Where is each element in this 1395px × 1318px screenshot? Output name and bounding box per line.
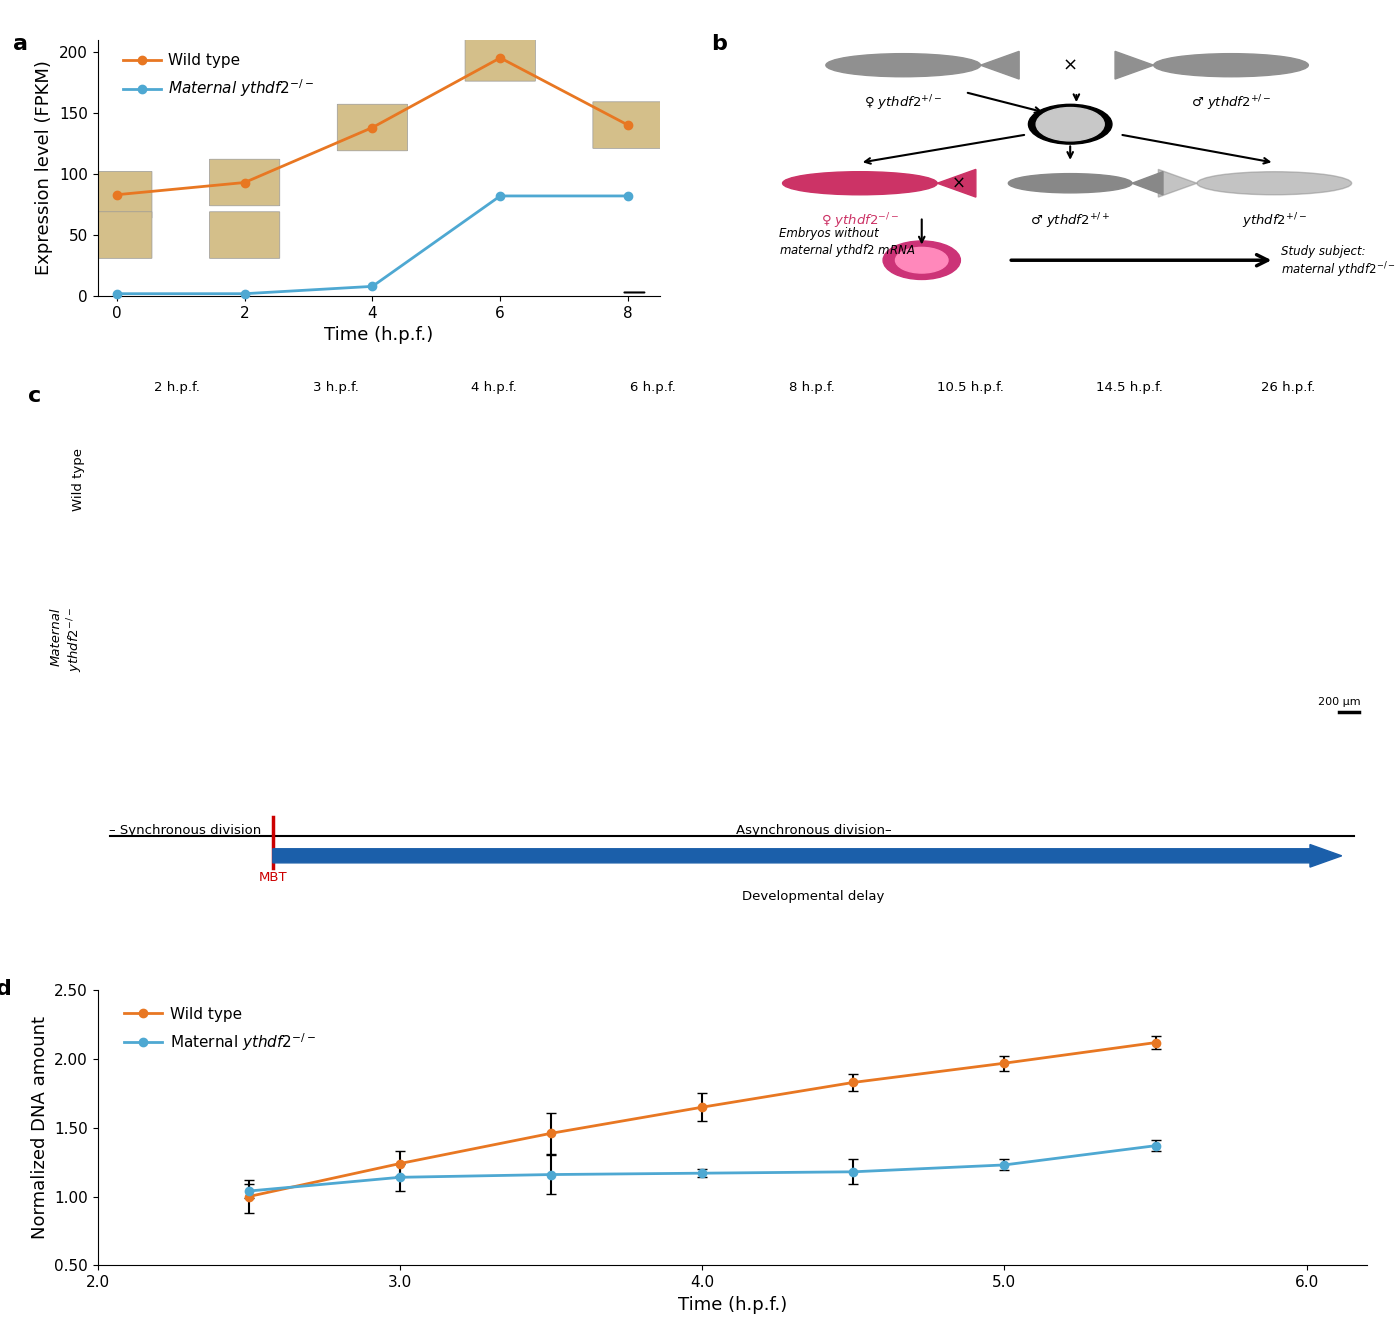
Text: ×: ×	[1063, 57, 1078, 74]
Text: Embryos without
maternal $ythdf2$ mRNA: Embryos without maternal $ythdf2$ mRNA	[780, 227, 917, 260]
Text: ♂ $ythdf2^{+/-}$: ♂ $ythdf2^{+/-}$	[1191, 94, 1271, 113]
FancyBboxPatch shape	[82, 171, 152, 217]
FancyBboxPatch shape	[209, 159, 280, 206]
Text: d: d	[0, 979, 13, 999]
X-axis label: Time (h.p.f.): Time (h.p.f.)	[324, 327, 434, 344]
Text: Study subject:
maternal $ythdf2^{-/-}$ embryos: Study subject: maternal $ythdf2^{-/-}$ e…	[1281, 245, 1395, 281]
Text: 10.5 h.p.f.: 10.5 h.p.f.	[937, 381, 1004, 394]
FancyBboxPatch shape	[209, 212, 280, 258]
Text: $ythdf2^{+/-}$: $ythdf2^{+/-}$	[1242, 211, 1307, 231]
Polygon shape	[937, 170, 976, 198]
Text: Wild type: Wild type	[73, 448, 85, 511]
FancyBboxPatch shape	[593, 101, 663, 149]
X-axis label: Time (h.p.f.): Time (h.p.f.)	[678, 1296, 787, 1314]
Ellipse shape	[783, 171, 937, 195]
Legend: Wild type, Maternal $ythdf2^{-/-}$: Wild type, Maternal $ythdf2^{-/-}$	[119, 1000, 322, 1058]
Ellipse shape	[1009, 174, 1133, 192]
Text: 26 h.p.f.: 26 h.p.f.	[1261, 381, 1315, 394]
Ellipse shape	[883, 241, 960, 279]
Ellipse shape	[1036, 108, 1105, 141]
Text: 14.5 h.p.f.: 14.5 h.p.f.	[1095, 381, 1162, 394]
FancyBboxPatch shape	[338, 104, 407, 150]
Text: 4 h.p.f.: 4 h.p.f.	[472, 381, 518, 394]
Text: ♂ $ythdf2^{+/+}$: ♂ $ythdf2^{+/+}$	[1030, 211, 1110, 231]
Text: b: b	[711, 34, 727, 54]
FancyBboxPatch shape	[465, 34, 536, 82]
Text: 200 μm: 200 μm	[1318, 697, 1360, 708]
Legend: Wild type, Maternal $ythdf2^{-/-}$: Wild type, Maternal $ythdf2^{-/-}$	[117, 47, 321, 105]
Text: a: a	[14, 34, 28, 54]
Polygon shape	[1115, 51, 1154, 79]
Text: c: c	[28, 386, 40, 406]
Y-axis label: Expression level (FPKM): Expression level (FPKM)	[35, 61, 53, 275]
Text: 2 h.p.f.: 2 h.p.f.	[153, 381, 199, 394]
Text: Maternal
$ythdf2^{-/-}$: Maternal $ythdf2^{-/-}$	[50, 608, 85, 672]
Text: – Synchronous division: – Synchronous division	[109, 824, 261, 837]
FancyArrow shape	[273, 845, 1342, 867]
Ellipse shape	[1197, 171, 1352, 195]
Text: 3 h.p.f.: 3 h.p.f.	[312, 381, 359, 394]
Ellipse shape	[826, 54, 981, 76]
Text: 6 h.p.f.: 6 h.p.f.	[631, 381, 677, 394]
Text: ♀ $ythdf2^{-/-}$: ♀ $ythdf2^{-/-}$	[820, 211, 900, 231]
FancyBboxPatch shape	[82, 212, 152, 258]
Ellipse shape	[896, 248, 949, 273]
Text: MBT: MBT	[258, 871, 287, 884]
Polygon shape	[1133, 171, 1163, 195]
Ellipse shape	[1028, 104, 1112, 144]
Text: 8 h.p.f.: 8 h.p.f.	[788, 381, 834, 394]
Polygon shape	[1158, 170, 1197, 198]
Text: Developmental delay: Developmental delay	[742, 891, 884, 903]
Text: ♀ $ythdf2^{+/-}$: ♀ $ythdf2^{+/-}$	[864, 94, 943, 113]
Y-axis label: Normalized DNA amount: Normalized DNA amount	[31, 1016, 49, 1239]
Ellipse shape	[1154, 54, 1309, 76]
Text: Asynchronous division–: Asynchronous division–	[735, 824, 891, 837]
Text: ×: ×	[951, 174, 965, 192]
Polygon shape	[981, 51, 1020, 79]
